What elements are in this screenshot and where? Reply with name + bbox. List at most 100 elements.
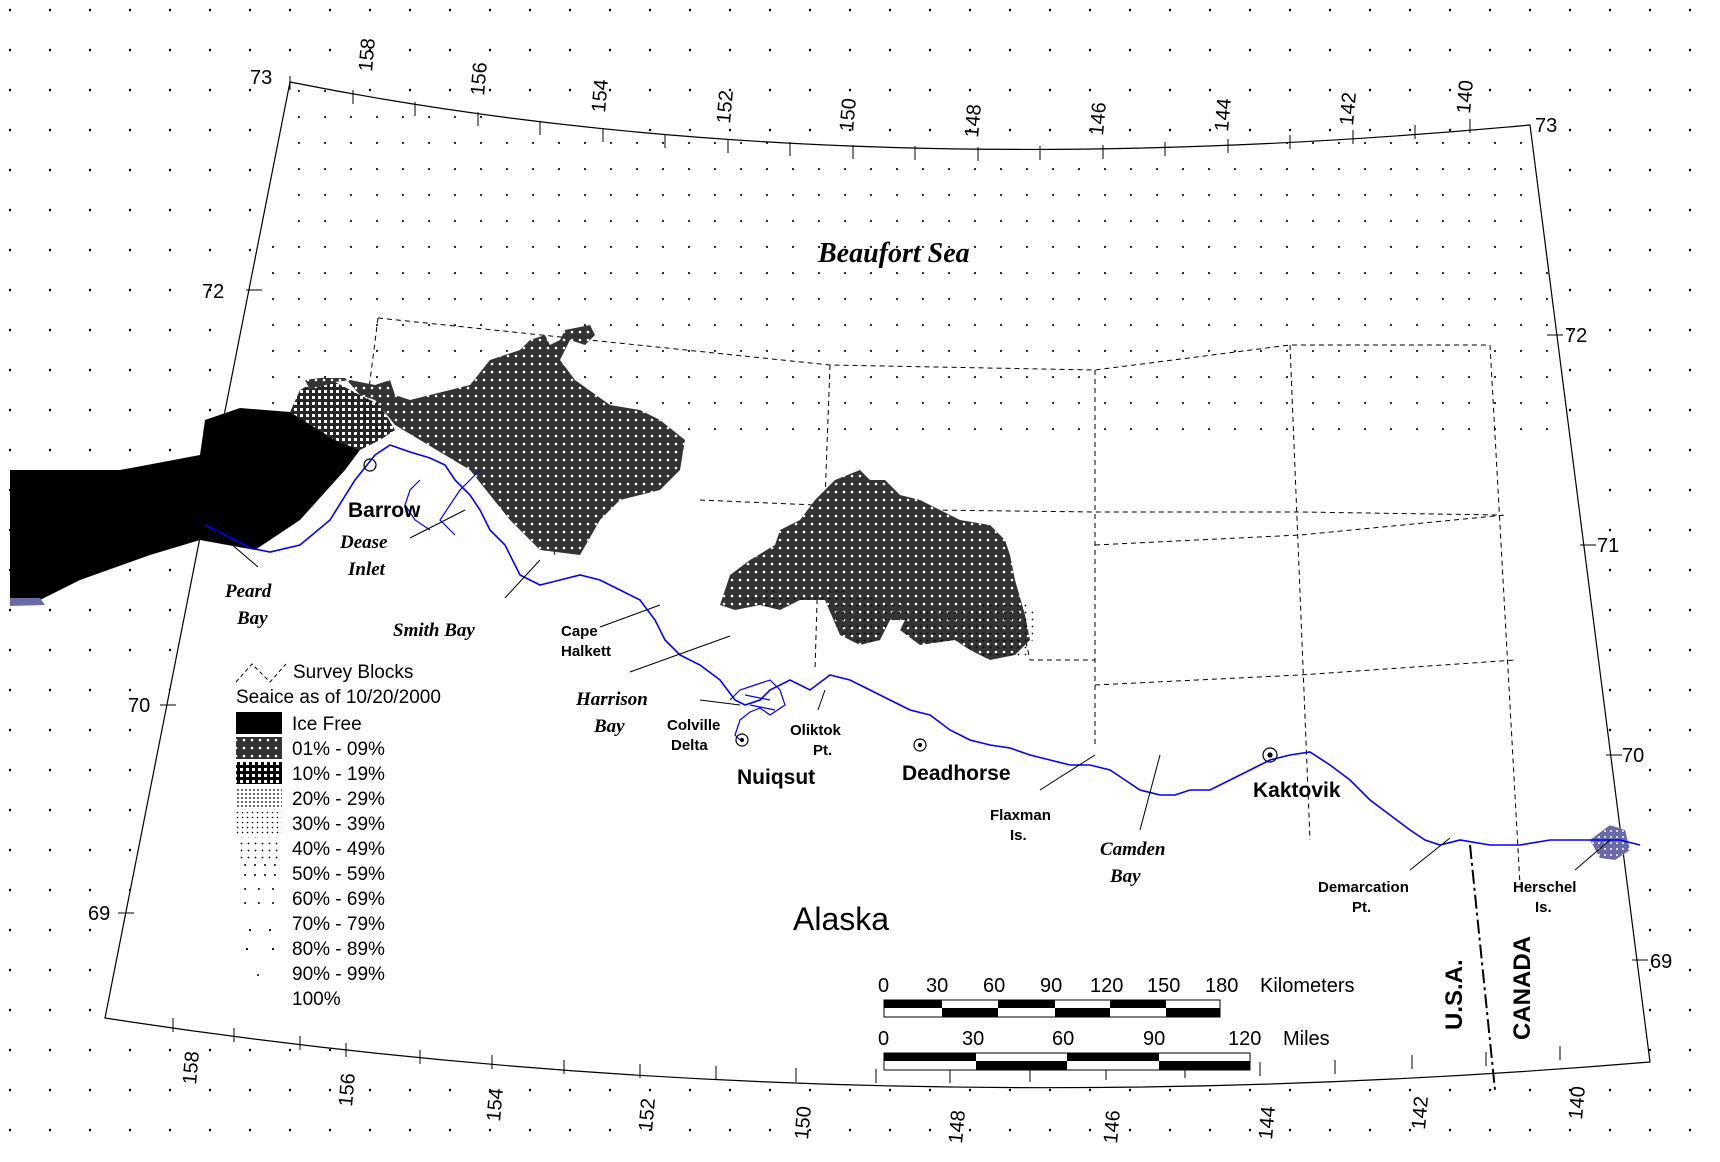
survey-blocks-legend-icon: [235, 663, 287, 683]
label-peard-bay: Peard Bay: [224, 581, 272, 629]
lon-top-146: 146: [1086, 101, 1111, 136]
lon-bottom-158: 158: [179, 1050, 204, 1085]
legend-item-30-39: 30% - 39%: [292, 814, 385, 835]
lat-right-73: 73: [1535, 115, 1557, 137]
mi-tick-60: 60: [1052, 1028, 1074, 1050]
legend-item-100: 100%: [292, 989, 341, 1010]
swatch-30-39: [236, 812, 282, 834]
km-unit: Kilometers: [1260, 975, 1354, 997]
colville-delta-channels: [404, 469, 786, 741]
km-tick-30: 30: [926, 975, 948, 997]
lat-right-70: 70: [1622, 745, 1644, 767]
swatch-ice-free: [236, 712, 282, 734]
label-camden-bay: Camden Bay: [1100, 839, 1165, 887]
km-tick-180: 180: [1205, 975, 1238, 997]
lon-bottom-146: 146: [1100, 1109, 1125, 1144]
ice-area-main: [305, 325, 685, 555]
bottom-longitude-labels: 158 156 154 152 150 148 146 144 142 140: [179, 1050, 1590, 1144]
lon-bottom-152: 152: [635, 1097, 660, 1132]
lon-bottom-148: 148: [945, 1109, 970, 1144]
swatch-10-19: [236, 762, 282, 784]
lat-right-71: 71: [1597, 535, 1619, 557]
legend-item-40-49: 40% - 49%: [292, 839, 385, 860]
barrow-marker-icon: [363, 458, 377, 472]
lon-bottom-156: 156: [335, 1072, 360, 1107]
km-tick-150: 150: [1147, 975, 1180, 997]
swatch-20-29: [236, 787, 282, 809]
lon-top-152: 152: [713, 89, 738, 124]
ice-herschel: [1590, 825, 1630, 860]
swatch-40-49: [236, 837, 282, 859]
lon-top-156: 156: [467, 61, 492, 96]
label-barrow: Barrow: [348, 499, 421, 522]
kaktovik-marker-icon: [1262, 747, 1278, 763]
lon-bottom-154: 154: [483, 1087, 508, 1122]
place-labels: Barrow Dease Inlet Peard Bay Smith Bay Cap…: [224, 499, 1576, 916]
swatch-80-89: [236, 937, 282, 959]
swatch-01-09: [236, 737, 282, 759]
mi-tick-30: 30: [962, 1028, 984, 1050]
canada-label: CANADA: [1509, 936, 1536, 1040]
legend-item-70-79: 70% - 79%: [292, 914, 385, 935]
lon-top-144: 144: [1211, 97, 1236, 132]
label-smith-bay: Smith Bay: [393, 620, 475, 641]
ice-area-10-19: [290, 380, 395, 450]
us-canada-border: [1469, 844, 1496, 1091]
km-tick-0: 0: [878, 975, 889, 997]
label-dease-inlet: Dease Inlet: [339, 532, 388, 580]
km-tick-60: 60: [983, 975, 1005, 997]
label-demarcation-pt: Demarcation Pt.: [1318, 879, 1409, 916]
km-tick-120: 120: [1090, 975, 1123, 997]
label-kaktovik: Kaktovik: [1253, 779, 1341, 802]
deadhorse-marker-icon: [913, 738, 927, 752]
mi-tick-120: 120: [1228, 1028, 1261, 1050]
scale-bar: 0 30 60 90 120 150 180 Kilometers 0 30 6…: [878, 975, 1354, 1071]
label-nuiqsut: Nuiqsut: [737, 766, 815, 789]
legend-item-60-69: 60% - 69%: [292, 889, 385, 910]
legend-item-ice-free: Ice Free: [292, 714, 362, 735]
top-longitude-labels: 158 156 154 152 150 148 146 144 142 140: [355, 37, 1478, 138]
swatch-90-99: [257, 974, 259, 976]
label-deadhorse: Deadhorse: [902, 762, 1011, 785]
lon-top-154: 154: [588, 78, 613, 113]
legend: Survey Blocks Seaice as of 10/20/2000 Ic…: [235, 662, 441, 1010]
mi-tick-90: 90: [1143, 1028, 1165, 1050]
graticule-ticks: [118, 76, 1648, 1083]
legend-item-10-19: 10% - 19%: [292, 764, 385, 785]
lon-bottom-142: 142: [1408, 1095, 1433, 1130]
lat-right-72: 72: [1565, 325, 1587, 347]
label-harrison-bay: Harrison Bay: [575, 689, 648, 737]
label-colville-delta: Colville Delta: [667, 717, 720, 754]
land-name: Alaska: [793, 901, 889, 937]
ice-west-edge: [10, 598, 45, 606]
swatch-60-69: [236, 887, 282, 909]
label-oliktok-pt: Oliktok Pt.: [790, 722, 842, 759]
lat-left-70: 70: [128, 695, 150, 717]
legend-item-01-09: 01% - 09%: [292, 739, 385, 760]
label-cape-halkett: Cape Halkett: [561, 623, 611, 660]
label-herschel-is: Herschel Is.: [1513, 879, 1576, 916]
lon-bottom-140: 140: [1565, 1085, 1590, 1120]
swatch-70-79: [236, 912, 282, 934]
lat-left-69: 69: [88, 903, 110, 925]
usa-label: U.S.A.: [1441, 959, 1468, 1030]
label-flaxman-is: Flaxman Is.: [990, 807, 1051, 844]
lon-top-142: 142: [1336, 91, 1361, 126]
sea-name: Beaufort Sea: [817, 238, 970, 269]
ice-free-area: [10, 408, 360, 600]
lat-right-69: 69: [1650, 951, 1672, 973]
legend-item-90-99: 90% - 99%: [292, 964, 385, 985]
leader-lines: [214, 509, 1611, 871]
lon-top-148: 148: [961, 103, 986, 138]
place-markers: [363, 458, 1278, 763]
swatch-50-59: [236, 862, 282, 884]
lon-top-140: 140: [1453, 79, 1478, 114]
lat-left-72: 72: [202, 281, 224, 303]
legend-item-80-89: 80% - 89%: [292, 939, 385, 960]
nuiqsut-marker-icon: [735, 733, 749, 747]
lat-left-73: 73: [250, 67, 272, 89]
legend-item-20-29: 20% - 29%: [292, 789, 385, 810]
legend-item-50-59: 50% - 59%: [292, 864, 385, 885]
legend-survey-blocks: Survey Blocks: [293, 662, 413, 683]
lon-bottom-150: 150: [791, 1105, 816, 1140]
